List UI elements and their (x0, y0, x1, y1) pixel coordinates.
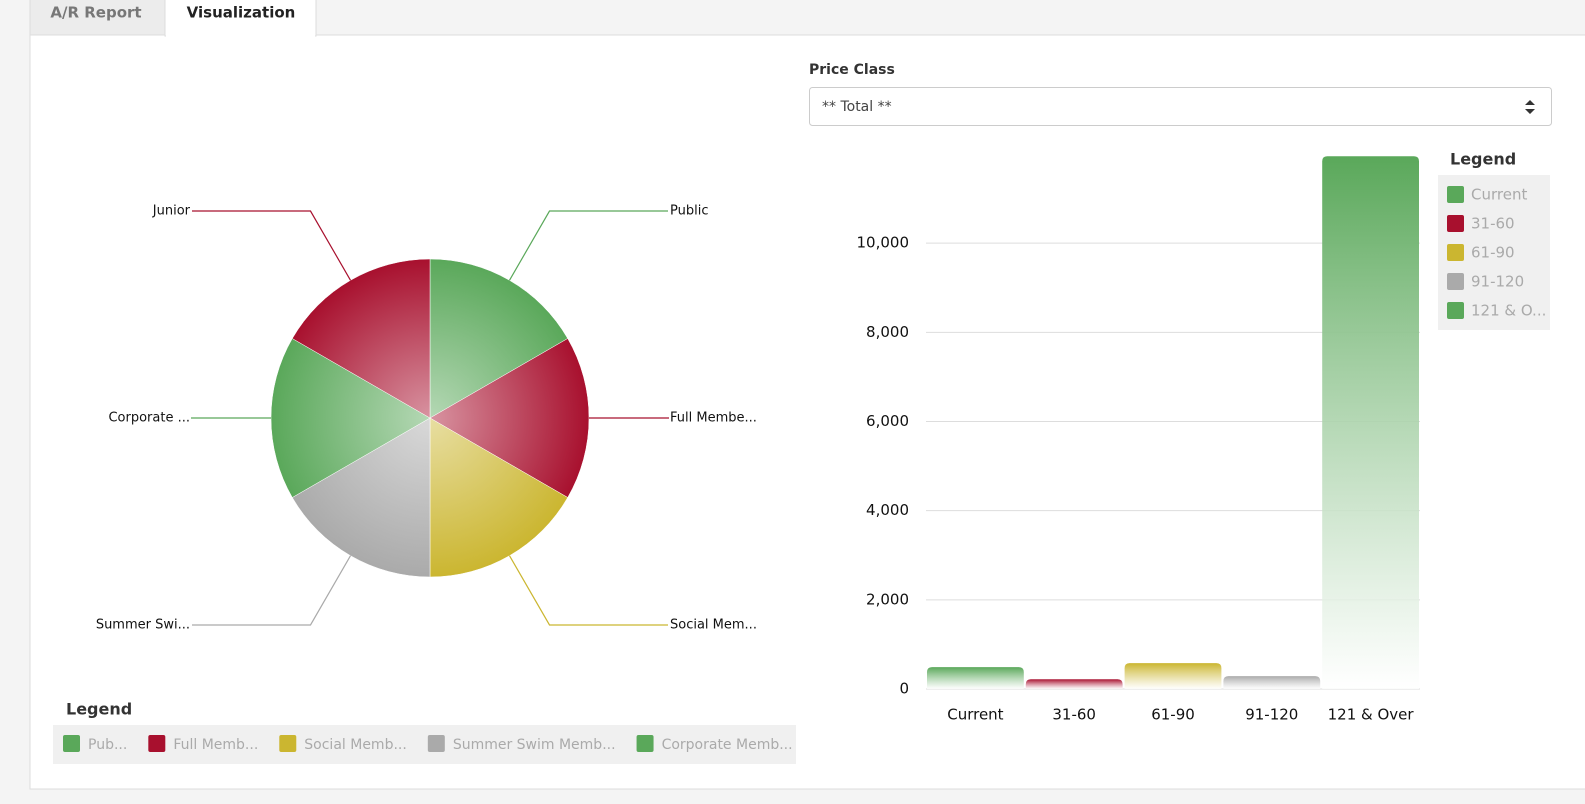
x-tick-label: 61-90 (1151, 706, 1195, 724)
pie-slice (291, 258, 431, 419)
y-tick-label: 0 (899, 680, 909, 698)
bar (1322, 156, 1419, 689)
leader-line (192, 555, 352, 626)
select-arrow (1525, 100, 1535, 114)
legend-swatch (279, 735, 297, 752)
select[interactable] (809, 87, 1552, 126)
filter-label: Price Class (809, 62, 895, 78)
legend-label: Full Memb... (173, 737, 258, 753)
legend-swatch (1447, 302, 1464, 319)
tab[interactable] (29, 0, 166, 36)
slice-label: Full Membe... (670, 411, 757, 426)
y-tick-label: 8,000 (866, 323, 909, 341)
tab-label[interactable]: Visualization (187, 4, 296, 22)
legend-label: Social Memb... (304, 737, 407, 753)
legend-title: Legend (1450, 150, 1516, 169)
legend-swatch (63, 735, 80, 752)
bar (927, 667, 1024, 689)
x-tick-label: 121 & Over (1328, 706, 1415, 724)
legend-label: Current (1471, 186, 1527, 204)
leader-line (508, 210, 668, 281)
tab-label[interactable]: A/R Report (50, 4, 141, 22)
bar (1223, 676, 1321, 689)
x-tick-label: Current (947, 706, 1003, 724)
pie-slice (429, 338, 590, 498)
slice-label: Corporate ... (108, 411, 190, 426)
legend-label: 61-90 (1471, 244, 1515, 262)
tab-active[interactable] (164, 0, 317, 37)
legend-swatch (1447, 215, 1464, 232)
legend-swatch (427, 735, 445, 752)
slice-label: Social Mem... (670, 617, 757, 632)
legend-box (53, 725, 796, 764)
pie-slice (429, 417, 569, 578)
legend-swatch (148, 735, 166, 752)
pie-slice (270, 338, 431, 498)
y-tick-label: 10,000 (857, 234, 910, 252)
pie-slice (429, 258, 569, 419)
legend-swatch (1447, 186, 1464, 203)
legend-swatch (1447, 244, 1464, 261)
tab-joint (166, 34, 315, 37)
y-tick-label: 4,000 (866, 501, 909, 519)
y-tick-label: 6,000 (866, 412, 909, 430)
legend-label: Pub... (88, 737, 127, 753)
slice-label: Junior (152, 204, 191, 219)
slice-label: Summer Swi... (96, 617, 190, 632)
legend-title: Legend (66, 700, 132, 719)
legend-swatch (636, 735, 654, 752)
slice-label: Public (670, 204, 708, 219)
legend-label: 91-120 (1471, 273, 1524, 291)
legend-label: Summer Swim Memb... (453, 737, 616, 753)
select-value[interactable]: ** Total ** (822, 99, 892, 115)
pie-slice (291, 417, 431, 578)
bar (1124, 663, 1222, 689)
x-tick-label: 31-60 (1052, 706, 1096, 724)
legend-label: 121 & O... (1471, 302, 1546, 320)
x-tick-label: 91-120 (1245, 706, 1298, 724)
legend-label: 31-60 (1471, 215, 1515, 233)
legend-swatch (1447, 273, 1464, 290)
legend-label: Corporate Memb... (662, 737, 793, 753)
bar (1025, 679, 1123, 689)
leader-line (192, 210, 352, 281)
y-tick-label: 2,000 (866, 590, 909, 608)
leader-line (508, 555, 668, 626)
